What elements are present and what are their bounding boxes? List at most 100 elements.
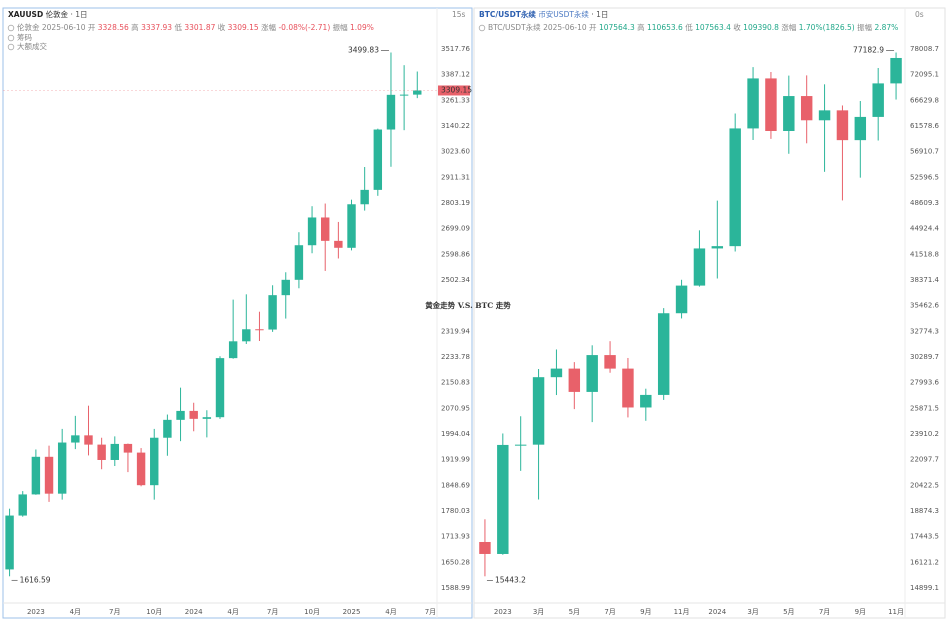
y-tick-label: 3140.22	[441, 122, 470, 130]
candle-body	[532, 377, 545, 445]
y-tick-label: 30289.7	[910, 353, 939, 361]
candle-body	[890, 57, 902, 84]
candle-body	[31, 456, 41, 495]
y-tick-label: 17443.5	[910, 533, 939, 541]
quote-value: 110653.6	[647, 23, 683, 32]
y-tick-label: 1848.69	[441, 481, 470, 489]
y-tick-label: 72095.1	[910, 71, 939, 79]
candle-body	[150, 437, 159, 486]
candle-body	[729, 128, 741, 247]
last-price-box	[438, 85, 470, 96]
quote-label: 涨幅	[781, 22, 796, 32]
candle-body	[321, 217, 330, 241]
candle-body	[479, 541, 491, 554]
candle-body	[693, 248, 706, 286]
x-tick-label: 4月	[385, 608, 396, 616]
y-tick-label: 32774.3	[910, 327, 939, 335]
x-tick-label: 2023	[494, 608, 512, 616]
candle-body	[215, 358, 225, 418]
interval: 1日	[75, 10, 87, 19]
y-tick-label: 2502.34	[441, 276, 470, 284]
x-tick-label: 3月	[533, 608, 544, 616]
quote-label: 振幅	[857, 22, 872, 32]
candle-body	[854, 116, 867, 141]
x-tick-label: 3月	[747, 608, 758, 616]
y-tick-label: 16121.2	[910, 558, 939, 566]
y-tick-label: 3261.33	[441, 96, 470, 104]
candle-body	[84, 435, 93, 445]
candle-body	[568, 368, 581, 392]
y-tick-label: 2319.94	[441, 327, 470, 335]
candle-body	[550, 368, 563, 378]
x-tick-label: 4月	[227, 608, 238, 616]
indicator: 筹码	[17, 32, 32, 42]
x-tick-label: 7月	[604, 608, 615, 616]
quote-label: 开	[88, 23, 96, 32]
candle-body	[413, 90, 422, 95]
candle-body	[604, 355, 616, 369]
min-label: 1616.59	[20, 575, 51, 584]
y-tick-label: 22097.7	[910, 456, 939, 464]
candle-body	[800, 96, 813, 121]
y-tick-label: 1713.93	[441, 533, 470, 541]
quote-label: 高	[131, 22, 139, 32]
quote-label: 振幅	[333, 22, 348, 32]
y-tick-label: 2150.83	[441, 379, 470, 387]
y-tick-label: 18874.3	[910, 507, 939, 515]
quote-value: 109390.8	[743, 23, 779, 32]
candle-body	[294, 245, 304, 280]
x-tick-label: 2023	[27, 608, 45, 616]
icon	[478, 24, 486, 32]
candle-body	[307, 217, 317, 246]
refresh: 0s	[915, 10, 924, 19]
candle-body	[657, 313, 670, 395]
candle-body	[255, 329, 264, 331]
quote-value: 1.70%(1826.5)	[799, 23, 855, 32]
symbol-name: 伦敦金	[46, 9, 69, 19]
candle-body	[675, 285, 688, 314]
candle-body	[268, 295, 277, 330]
x-tick-label: 11月	[888, 608, 904, 616]
y-tick-label: 27993.6	[910, 379, 939, 387]
candle-body	[836, 110, 849, 141]
quote-value: 3328.56	[98, 23, 129, 32]
candle-body	[818, 110, 831, 121]
y-tick-label: 1588.99	[441, 584, 470, 592]
candle-body	[399, 94, 409, 96]
quote-line: 伦敦金 2025-06-10 开 3328.56 高 3337.93 低 330…	[17, 22, 374, 32]
quote-label: 高	[637, 22, 645, 32]
candle-body	[281, 279, 290, 296]
quote-line: BTC/USDT永续 2025-06-10 开 107564.3 高 11065…	[488, 22, 898, 32]
y-tick-label: 52596.5	[910, 173, 939, 181]
y-tick-label: 14899.1	[910, 584, 939, 592]
y-tick-label: 41518.8	[910, 250, 939, 258]
icon	[7, 43, 15, 51]
overlay-title: 黄金走势 V.S. BTC 走势	[425, 300, 511, 310]
candle-body	[5, 515, 14, 570]
x-tick-label: 2024	[708, 608, 726, 616]
quote-value: 3309.15	[228, 23, 259, 32]
x-tick-label: 7月	[425, 608, 436, 616]
candle-body	[640, 394, 652, 408]
info-name: 伦敦金	[17, 22, 40, 32]
quote-label: 收	[218, 22, 226, 32]
quote-value: 107563.4	[695, 23, 731, 32]
x-tick-label: 7月	[109, 608, 120, 616]
quote-value: 3337.93	[141, 23, 172, 32]
candle-body	[334, 240, 343, 248]
candle-body	[514, 444, 527, 446]
y-tick-label: 66629.8	[910, 96, 939, 104]
symbol-name: 币安USDT永续	[538, 9, 589, 19]
y-tick-label: 61578.6	[910, 122, 939, 130]
y-tick-label: 56910.7	[910, 148, 939, 156]
min-label: 15443.2	[495, 575, 526, 584]
candle-body	[123, 443, 133, 453]
x-tick-label: 7月	[819, 608, 830, 616]
info-name: BTC/USDT永续	[488, 22, 541, 32]
y-tick-label: 35462.6	[910, 302, 939, 310]
y-tick-label: 3387.12	[441, 71, 470, 79]
panel-border	[473, 7, 946, 619]
candle-body	[163, 419, 172, 438]
candle-body	[110, 443, 119, 460]
